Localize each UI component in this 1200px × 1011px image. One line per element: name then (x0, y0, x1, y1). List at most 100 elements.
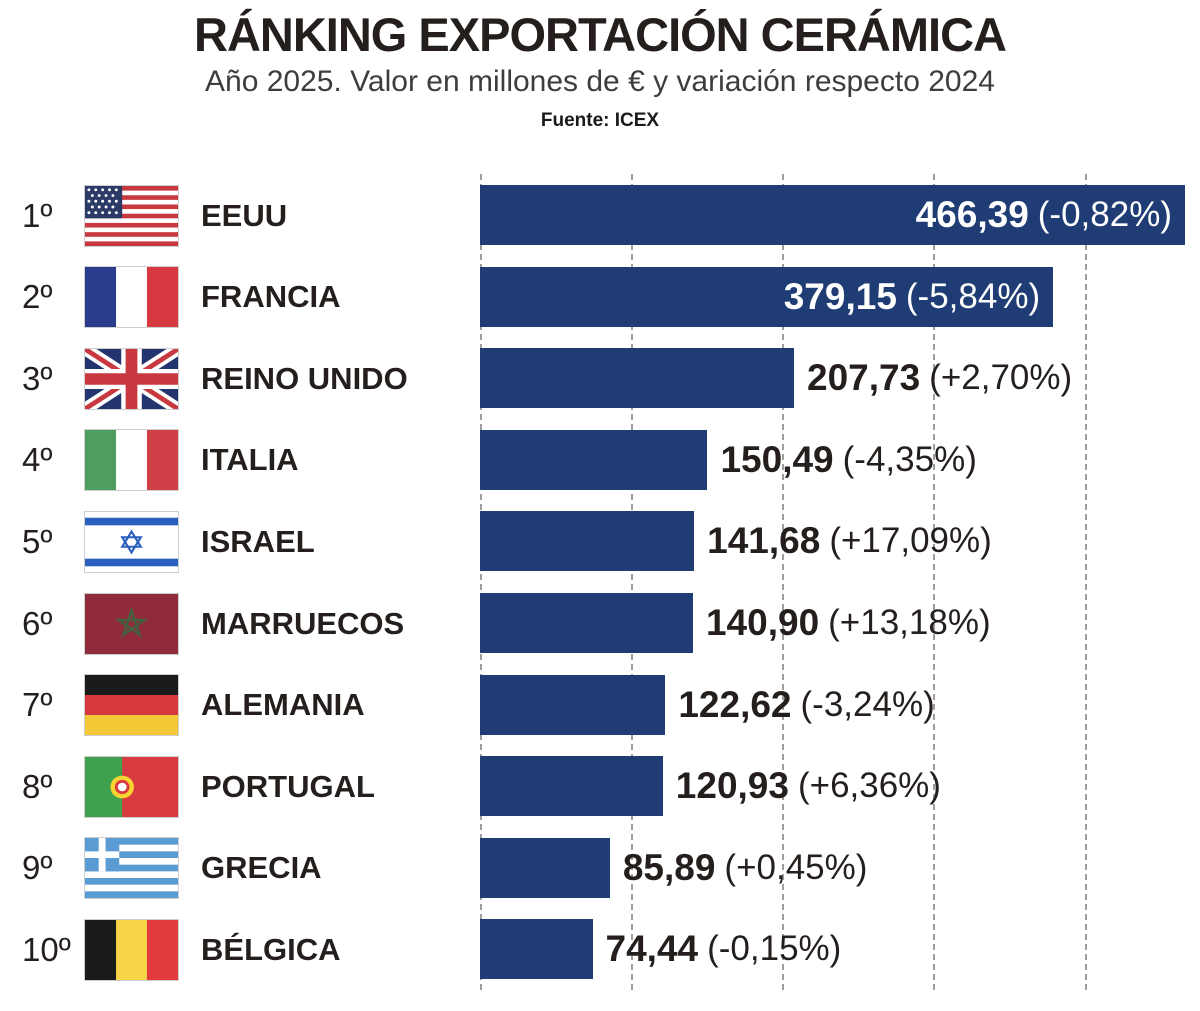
value-label: 85,89 (+0,45%) (623, 838, 868, 898)
gridline (480, 174, 482, 991)
row-left-group: 7º ALEMANIA (0, 664, 1200, 747)
chart: 1º EEUU 466,39 (-0,82%) 2º FRANCIA 379,15 (-5… (0, 174, 1200, 991)
rank-label: 10º (22, 930, 71, 968)
bar (480, 348, 794, 409)
row-left-group: 5º ISRAEL (0, 500, 1200, 583)
flag-icon-it (84, 429, 179, 492)
country-label: REINO UNIDO (201, 360, 408, 396)
variation-percent: (+17,09%) (829, 521, 992, 561)
row-left-group: 8º PORTUGAL (0, 745, 1200, 828)
chart-source: Fuente: ICEX (540, 110, 660, 132)
flag-icon-us (84, 184, 179, 247)
value-label: 74,44 (-0,15%) (606, 919, 842, 979)
chart-title: RÁNKING EXPORTACIÓN CERÁMICA (194, 8, 1007, 61)
gridline (782, 174, 785, 991)
rank-label: 8º (22, 767, 53, 805)
variation-percent: (-3,24%) (800, 684, 935, 724)
chart-header: RÁNKING EXPORTACIÓN CERÁMICA Año 2025. V… (0, 8, 1200, 132)
value-number: 140,90 (705, 602, 820, 644)
gridline (933, 174, 936, 991)
bar (480, 756, 663, 817)
value-number: 207,73 (807, 357, 921, 399)
rank-label: 3º (22, 359, 53, 397)
flag-icon-fr (84, 266, 179, 329)
value-label: 122,62 (-3,24%) (678, 675, 934, 735)
bar (480, 674, 666, 735)
row-left-group: 10º BÉLGICA (0, 908, 1200, 991)
value-label: 141,68 (+17,09%) (707, 511, 992, 571)
chart-row: 8º PORTUGAL 120,93 (+6,36%) (0, 745, 1200, 828)
flag-icon-ma (84, 592, 179, 655)
value-number: 466,39 (915, 194, 1029, 236)
chart-row: 6º MARRUECOS 140,90 (+13,18%) (0, 582, 1200, 665)
country-label: FRANCIA (201, 279, 341, 315)
row-left-group: 6º MARRUECOS (0, 582, 1200, 665)
gridline (1084, 174, 1087, 991)
flag-icon-be (84, 918, 179, 981)
rank-label: 6º (22, 604, 53, 642)
bar: 466,39 (-0,82%) (480, 185, 1185, 246)
value-label: 120,93 (+6,36%) (676, 756, 941, 816)
value-number: 122,62 (678, 683, 792, 725)
chart-row: 3º REINO UNIDO 207,73 (+2,70%) (0, 337, 1200, 420)
row-left-group: 1º EEUU (0, 174, 1200, 257)
country-label: GRECIA (201, 850, 322, 886)
value-number: 150,49 (720, 438, 834, 480)
row-left-group: 2º FRANCIA (0, 256, 1200, 339)
chart-row: 10º BÉLGICA 74,44 (-0,15%) (0, 908, 1200, 991)
rank-label: 7º (22, 686, 53, 724)
chart-row: 9º GRECIA 85,89 (+0,45%) (0, 827, 1200, 910)
value-number: 120,93 (675, 765, 789, 807)
country-label: BÉLGICA (201, 931, 341, 967)
flag-icon-gb (84, 347, 179, 410)
variation-percent: (+2,70%) (929, 358, 1073, 398)
value-number: 74,44 (605, 928, 699, 970)
variation-percent: (-0,15%) (707, 929, 842, 969)
variation-percent: (+13,18%) (828, 603, 991, 643)
value-label: 140,90 (+13,18%) (706, 593, 991, 653)
rank-label: 5º (22, 522, 53, 560)
value-label: 379,15 (-5,84%) (784, 267, 1040, 327)
chart-row: 1º EEUU 466,39 (-0,82%) (0, 174, 1200, 257)
rank-label: 2º (22, 278, 53, 316)
bar (480, 919, 593, 980)
variation-percent: (+6,36%) (797, 766, 941, 806)
bar: 379,15 (-5,84%) (480, 266, 1054, 327)
flag-icon-de (84, 674, 179, 737)
flag-icon-gr (84, 837, 179, 900)
row-left-group: 4º ITALIA (0, 419, 1200, 502)
bar (480, 593, 693, 654)
gridline (631, 174, 634, 991)
chart-row: 2º FRANCIA 379,15 (-5,84%) (0, 256, 1200, 339)
flag-icon-pt (84, 755, 179, 818)
country-label: ISRAEL (201, 523, 315, 559)
variation-percent: (-5,84%) (905, 276, 1041, 316)
country-label: EEUU (201, 197, 288, 233)
country-label: PORTUGAL (201, 768, 375, 804)
row-left-group: 9º GRECIA (0, 827, 1200, 910)
value-number: 141,68 (707, 520, 821, 562)
rank-label: 4º (22, 441, 53, 479)
chart-row: 4º ITALIA 150,49 (-4,35%) (0, 419, 1200, 502)
chart-subtitle: Año 2025. Valor en millones de € y varia… (205, 65, 995, 99)
country-label: ITALIA (201, 442, 299, 478)
chart-row: 5º ISRAEL 141,68 (+17,09%) (0, 500, 1200, 583)
variation-percent: (+0,45%) (724, 847, 868, 887)
rank-label: 9º (22, 849, 53, 887)
country-label: MARRUECOS (201, 605, 405, 641)
variation-percent: (-0,82%) (1037, 195, 1172, 235)
chart-row: 7º ALEMANIA 122,62 (-3,24%) (0, 664, 1200, 747)
row-left-group: 3º REINO UNIDO (0, 337, 1200, 420)
value-label: 207,73 (+2,70%) (807, 348, 1072, 408)
bar (480, 837, 610, 898)
value-label: 466,39 (-0,82%) (916, 185, 1172, 245)
flag-icon-il (84, 510, 179, 573)
country-label: ALEMANIA (201, 687, 365, 723)
value-label: 150,49 (-4,35%) (720, 430, 976, 490)
value-number: 85,89 (622, 846, 716, 888)
rank-label: 1º (22, 196, 53, 234)
bar (480, 429, 708, 490)
bar (480, 511, 695, 572)
value-number: 379,15 (783, 275, 897, 317)
variation-percent: (-4,35%) (842, 439, 977, 479)
